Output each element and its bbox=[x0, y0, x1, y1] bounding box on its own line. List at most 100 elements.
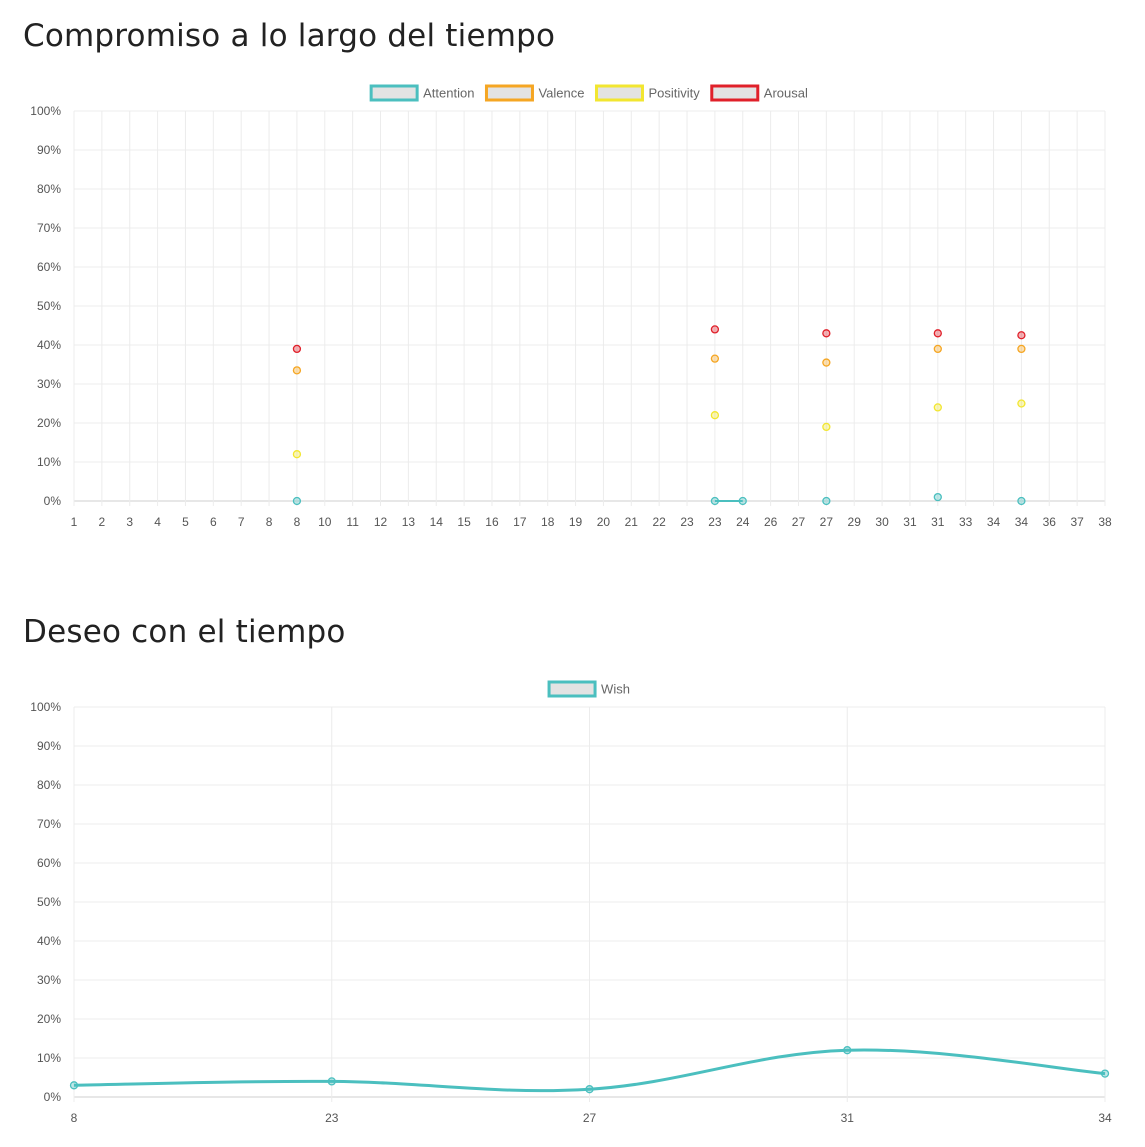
x-tick-label: 26 bbox=[764, 515, 778, 529]
y-tick-label: 80% bbox=[37, 182, 61, 196]
engagement-chart-title: Compromiso a lo largo del tiempo bbox=[23, 18, 556, 54]
positivity-point bbox=[1017, 399, 1026, 408]
valence-point bbox=[710, 354, 720, 363]
valence-point bbox=[933, 344, 942, 354]
attention-point bbox=[933, 492, 942, 502]
x-tick-label: 31 bbox=[841, 1111, 855, 1125]
x-tick-label: 2 bbox=[99, 515, 106, 529]
wish-point bbox=[69, 1081, 79, 1090]
x-tick-label: 1 bbox=[71, 515, 78, 529]
engagement-chart: Attention Valence Positivity Arousal 0% 10% 2… bbox=[30, 84, 1112, 529]
legend-swatch-attention bbox=[369, 84, 419, 102]
y-tick-label: 70% bbox=[37, 817, 61, 831]
wish-point bbox=[843, 1046, 852, 1055]
valence-point bbox=[292, 366, 302, 375]
y-tick-label: 20% bbox=[37, 416, 61, 430]
x-tick-label: 29 bbox=[848, 515, 862, 529]
y-tick-label: 40% bbox=[37, 338, 61, 352]
x-tick-label: 27 bbox=[583, 1111, 597, 1125]
x-tick-label: 4 bbox=[154, 515, 161, 529]
x-tick-label: 12 bbox=[374, 515, 388, 529]
x-tick-label: 38 bbox=[1098, 515, 1112, 529]
wish-marks bbox=[69, 1046, 1110, 1094]
x-tick-label: 24 bbox=[736, 515, 750, 529]
x-tick-label: 34 bbox=[987, 515, 1001, 529]
x-tick-label: 30 bbox=[875, 515, 889, 529]
x-tick-label: 19 bbox=[569, 515, 583, 529]
x-tick-label: 37 bbox=[1070, 515, 1084, 529]
x-tick-label: 16 bbox=[485, 515, 499, 529]
x-tick-label: 15 bbox=[457, 515, 471, 529]
y-tick-label: 10% bbox=[37, 455, 61, 469]
x-tick-label: 8 bbox=[266, 515, 273, 529]
positivity-point bbox=[933, 403, 942, 412]
y-tick-label: 60% bbox=[37, 260, 61, 274]
wish-point bbox=[327, 1077, 336, 1086]
x-tick-label: 22 bbox=[652, 515, 666, 529]
y-tick-label: 100% bbox=[30, 700, 61, 714]
y-tick-label: 30% bbox=[37, 377, 61, 391]
attention-point bbox=[822, 496, 831, 506]
valence-point bbox=[822, 358, 831, 367]
wish-chart-title: Deseo con el tiempo bbox=[23, 614, 346, 650]
y-tick-label: 80% bbox=[37, 778, 61, 792]
valence-point bbox=[1017, 344, 1026, 354]
attention-point bbox=[738, 496, 747, 506]
wish-legend: Wish bbox=[547, 680, 630, 698]
legend-swatch-wish bbox=[547, 680, 597, 698]
y-tick-label: 50% bbox=[37, 299, 61, 313]
wish-y-axis: 0% 10% 20% 30% 40% 50% 60% 70% 80% 90% 100% bbox=[30, 700, 61, 1104]
y-tick-label: 90% bbox=[37, 739, 61, 753]
y-tick-label: 40% bbox=[37, 934, 61, 948]
x-tick-label: 10 bbox=[318, 515, 332, 529]
wish-chart: Wish 0% 10% 20% 30% 40% 50% 60% 70% 80% 90% 100% 8… bbox=[30, 680, 1112, 1125]
x-tick-label: 8 bbox=[71, 1111, 78, 1125]
x-tick-label: 6 bbox=[210, 515, 217, 529]
y-tick-label: 100% bbox=[30, 104, 61, 118]
wish-x-axis: 8 23 27 31 34 bbox=[71, 1111, 1112, 1125]
y-tick-label: 20% bbox=[37, 1012, 61, 1026]
legend-label: Wish bbox=[601, 682, 630, 697]
arousal-point bbox=[933, 329, 942, 338]
arousal-point bbox=[292, 344, 302, 354]
x-tick-label: 13 bbox=[402, 515, 416, 529]
x-tick-label: 11 bbox=[346, 515, 359, 529]
x-tick-label: 33 bbox=[959, 515, 973, 529]
wish-point bbox=[585, 1085, 594, 1094]
positivity-point bbox=[292, 450, 302, 459]
wish-grid bbox=[73, 706, 1106, 1102]
x-tick-label: 18 bbox=[541, 515, 555, 529]
x-tick-label: 7 bbox=[238, 515, 245, 529]
x-tick-label: 5 bbox=[182, 515, 189, 529]
legend-swatch-valence bbox=[484, 84, 534, 102]
legend-label: Arousal bbox=[764, 86, 808, 101]
y-tick-label: 0% bbox=[44, 1090, 62, 1104]
wish-point bbox=[1100, 1069, 1110, 1078]
x-tick-label: 23 bbox=[708, 515, 722, 529]
attention-point bbox=[292, 496, 302, 506]
arousal-point bbox=[710, 325, 720, 334]
x-tick-label: 21 bbox=[625, 515, 639, 529]
x-tick-label: 31 bbox=[931, 515, 945, 529]
legend-swatch-arousal bbox=[710, 84, 760, 102]
y-tick-label: 30% bbox=[37, 973, 61, 987]
x-tick-label: 8 bbox=[294, 515, 301, 529]
positivity-point bbox=[710, 411, 720, 420]
engagement-legend: Attention Valence Positivity Arousal bbox=[369, 84, 808, 102]
y-tick-label: 0% bbox=[44, 494, 62, 508]
y-tick-label: 60% bbox=[37, 856, 61, 870]
legend-label: Positivity bbox=[648, 86, 700, 101]
wish-line bbox=[73, 1048, 1106, 1093]
x-tick-label: 23 bbox=[325, 1111, 339, 1125]
x-tick-label: 34 bbox=[1015, 515, 1029, 529]
x-tick-label: 27 bbox=[792, 515, 806, 529]
x-tick-label: 31 bbox=[903, 515, 917, 529]
x-tick-label: 23 bbox=[680, 515, 694, 529]
legend-label: Attention bbox=[423, 86, 474, 101]
x-tick-label: 36 bbox=[1043, 515, 1057, 529]
attention-point bbox=[1017, 496, 1026, 506]
y-tick-label: 50% bbox=[37, 895, 61, 909]
engagement-x-axis: 1 2 3 4 5 6 7 8 8 10 11 12 13 14 15 16 17 18 19 20 21 22 23 23 2… bbox=[71, 515, 1112, 529]
y-tick-label: 10% bbox=[37, 1051, 61, 1065]
legend-swatch-positivity bbox=[594, 84, 644, 102]
